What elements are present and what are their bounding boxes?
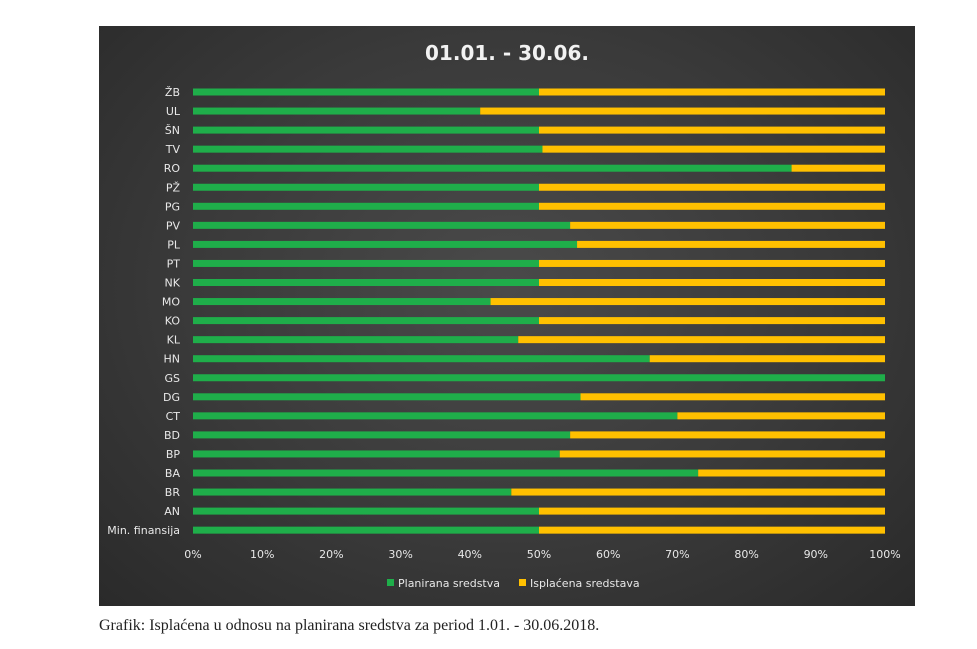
- bar-planirana-3: [193, 145, 543, 153]
- figure-caption: Grafik: Isplaćena u odnosu na planirana …: [99, 617, 600, 634]
- legend-swatch-planirana: [387, 579, 394, 586]
- category-label: CT: [166, 410, 181, 423]
- bar-planirana-12: [193, 317, 539, 325]
- x-tick-label: 10%: [250, 548, 274, 561]
- bar-isplacena-17: [677, 412, 885, 420]
- bar-isplacena-10: [539, 279, 885, 286]
- category-label: PL: [167, 238, 181, 251]
- bar-isplacena-16: [580, 393, 885, 401]
- bar-planirana-6: [193, 202, 539, 210]
- category-label: PG: [165, 200, 180, 213]
- x-tick-label: 60%: [596, 548, 620, 561]
- category-label: DG: [163, 391, 180, 404]
- category-label: KL: [167, 334, 181, 347]
- legend-swatch-isplacena: [519, 579, 526, 586]
- bar-isplacena-11: [490, 298, 885, 306]
- legend: Planirana sredstva Isplaćena sredstava: [387, 577, 640, 590]
- category-label: PT: [167, 257, 181, 270]
- bar-planirana-16: [193, 393, 581, 401]
- bar-isplacena-20: [698, 469, 885, 477]
- bar-planirana-15: [193, 374, 885, 382]
- bar-isplacena-12: [539, 317, 885, 325]
- bar-planirana-11: [193, 298, 491, 306]
- bar-isplacena-0: [539, 88, 885, 96]
- bar-isplacena-2: [539, 126, 885, 134]
- category-label: BP: [166, 448, 181, 461]
- bar-planirana-21: [193, 488, 512, 496]
- bar-isplacena-6: [539, 202, 885, 210]
- legend-label-planirana: Planirana sredstva: [398, 577, 500, 590]
- x-tick-label: 80%: [734, 548, 758, 561]
- bar-planirana-8: [193, 240, 578, 248]
- category-label: GS: [164, 372, 180, 385]
- bar-planirana-9: [193, 259, 539, 267]
- x-tick-label: 20%: [319, 548, 343, 561]
- bars-layer: [193, 88, 885, 534]
- bar-planirana-20: [193, 469, 699, 477]
- bar-planirana-5: [193, 183, 539, 191]
- category-label: HN: [164, 353, 181, 366]
- category-label: MO: [162, 296, 180, 309]
- bar-isplacena-5: [539, 183, 885, 191]
- legend-label-isplacena: Isplaćena sredstava: [530, 577, 640, 590]
- chart-panel: 01.01. - 30.06. ŽB UL ŠN TV RO PŽ PG PV PL PT NK MO…: [99, 26, 915, 606]
- x-tick-label: 90%: [804, 548, 828, 561]
- category-label: AN: [164, 505, 180, 518]
- bar-planirana-7: [193, 221, 571, 229]
- bar-planirana-13: [193, 336, 519, 344]
- bar-isplacena-9: [539, 259, 885, 267]
- bar-isplacena-8: [577, 240, 885, 248]
- category-label: BR: [165, 486, 181, 499]
- x-tick-label: 50%: [527, 548, 551, 561]
- category-label: ŽB: [165, 86, 180, 99]
- category-label: PŽ: [166, 181, 181, 194]
- x-tick-label: 0%: [184, 548, 201, 561]
- category-label: BA: [165, 467, 181, 480]
- category-label: NK: [165, 277, 181, 290]
- bar-isplacena-3: [542, 145, 885, 153]
- bar-planirana-18: [193, 431, 571, 439]
- bar-isplacena-13: [518, 336, 885, 344]
- category-label: BD: [164, 429, 180, 442]
- category-label: PV: [166, 219, 181, 232]
- bar-chart: 01.01. - 30.06. ŽB UL ŠN TV RO PŽ PG PV PL PT NK MO…: [107, 41, 900, 590]
- x-tick-label: 100%: [869, 548, 900, 561]
- bar-isplacena-23: [539, 526, 885, 534]
- x-tick-label: 30%: [388, 548, 412, 561]
- bar-isplacena-22: [539, 507, 885, 515]
- bar-planirana-1: [193, 107, 481, 115]
- chart-title: 01.01. - 30.06.: [425, 41, 589, 65]
- bar-planirana-22: [193, 507, 539, 515]
- bar-isplacena-19: [559, 450, 885, 458]
- x-axis-ticks: 0% 10% 20% 30% 40% 50% 60% 70% 80% 90% 100%: [184, 548, 900, 561]
- bar-planirana-17: [193, 412, 678, 420]
- category-label: Min. finansija: [107, 524, 180, 537]
- x-tick-label: 40%: [458, 548, 482, 561]
- bar-planirana-2: [193, 126, 539, 134]
- category-label: ŠN: [165, 124, 180, 137]
- category-labels: ŽB UL ŠN TV RO PŽ PG PV PL PT NK MO KO KL HN GS DG CT BD BP…: [107, 86, 181, 537]
- bar-planirana-23: [193, 526, 539, 534]
- category-label: UL: [166, 105, 181, 118]
- bar-planirana-4: [193, 164, 792, 172]
- bar-isplacena-7: [570, 221, 885, 229]
- x-tick-label: 70%: [665, 548, 689, 561]
- bar-planirana-14: [193, 355, 650, 363]
- bar-isplacena-14: [649, 355, 885, 363]
- bar-isplacena-1: [480, 107, 885, 115]
- bar-isplacena-18: [570, 431, 885, 439]
- category-label: RO: [164, 162, 181, 175]
- bar-planirana-19: [193, 450, 560, 458]
- bar-isplacena-21: [511, 488, 885, 496]
- bar-planirana-10: [193, 279, 539, 286]
- bar-isplacena-4: [791, 164, 885, 172]
- category-label: TV: [165, 143, 181, 156]
- category-label: KO: [165, 315, 181, 328]
- bar-planirana-0: [193, 88, 539, 96]
